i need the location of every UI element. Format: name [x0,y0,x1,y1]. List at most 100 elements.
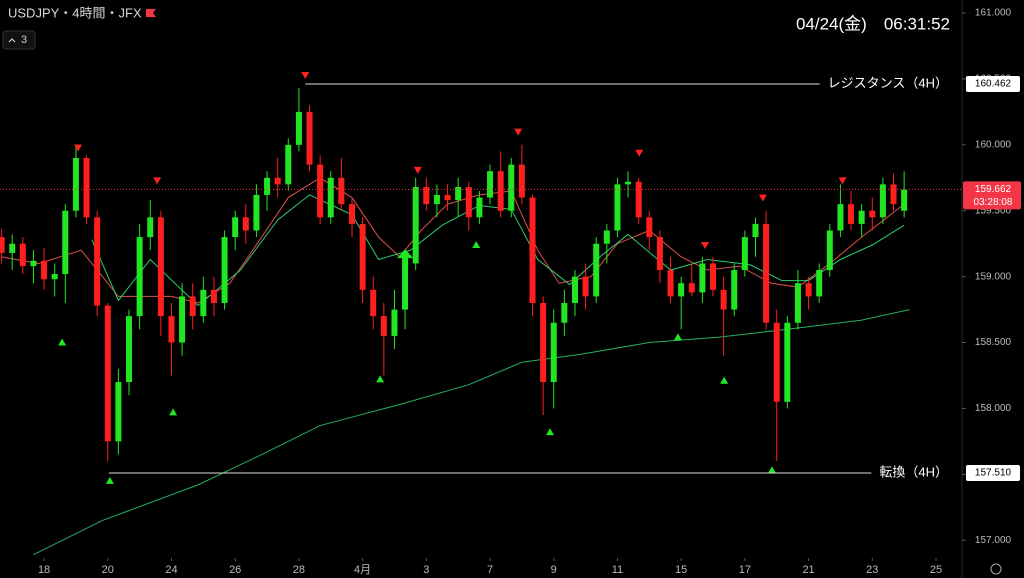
candle-body [858,210,865,224]
candle-body [688,283,695,293]
candle-body [816,270,823,297]
candle-body [41,260,48,280]
x-tick-label: 28 [293,564,305,576]
candle-body [444,194,451,201]
signal-marker [673,333,682,341]
countdown-label: 03:28:08 [974,197,1013,208]
signal-marker [472,240,481,248]
candle-body [540,302,547,383]
x-tick-label: 17 [739,564,751,576]
signal-marker [58,338,67,346]
candle-body [370,289,377,317]
candle-body [667,270,674,297]
candle-body [30,260,37,267]
y-tick-label: 159.500 [975,205,1012,216]
candle-body [433,194,440,205]
candle-body [794,283,801,323]
signal-marker [758,194,767,202]
candle-body [253,194,260,231]
candle-body [157,217,164,317]
candle-body [327,177,334,218]
candle-body [656,237,663,271]
candle-body [338,177,345,205]
candle-body [402,263,409,310]
candle-body [83,158,90,218]
x-tick-label: 7 [487,564,493,576]
signal-marker [169,408,178,416]
candle-body [752,223,759,238]
candle-body [731,270,738,310]
x-tick-label: 4月 [354,564,371,576]
candle-body [487,171,494,198]
signal-marker [514,128,523,136]
candle-body [890,184,897,205]
candle-body [359,223,366,290]
signal-marker [546,428,555,436]
signal-marker [153,177,162,185]
y-tick-label: 158.500 [975,337,1012,348]
candle-body [518,164,525,198]
candle-body [678,283,685,297]
level-price-label: 160.462 [975,79,1012,90]
level-price-label: 157.510 [975,468,1012,479]
candle-body [274,177,281,185]
level-price-box [966,464,1020,481]
candle-body [699,263,706,293]
candle-body [94,217,101,306]
candle-body [104,305,111,442]
candle-body [0,237,5,253]
candle-body [242,217,249,231]
candle-body [72,158,79,211]
candle-body [561,302,568,323]
candle-body [51,273,58,280]
flag-icon[interactable] [146,9,156,17]
candle-body [508,164,515,211]
x-tick-label: 21 [802,564,814,576]
candle-body [710,263,717,290]
candle-body [200,289,207,317]
candle-body [603,230,610,244]
candle-body [232,217,239,238]
candle-body [264,177,271,195]
candle-body [635,181,642,218]
x-tick-label: 26 [229,564,241,576]
datetime: 04/24(金) 06:31:52 [796,14,950,33]
candle-body [380,316,387,336]
candle-body [62,210,69,274]
candle-body [455,187,462,201]
candle-body [423,187,430,205]
candle-body [9,243,16,253]
signal-marker [767,466,776,474]
candle-body [19,243,26,267]
candle-body [497,171,504,211]
candle-body [295,111,302,145]
signal-marker [838,177,847,185]
candle-body [476,197,483,218]
candle-body [115,382,122,442]
candle-body [348,204,355,224]
candle-body [582,276,589,297]
candle-body [879,184,886,218]
candle-body [210,289,217,303]
indicator-count: 3 [21,34,27,46]
candle-body [550,322,557,383]
candle-body [221,237,228,303]
candle-body [614,184,621,231]
candle-body [763,223,770,323]
y-tick-label: 161.000 [975,8,1012,19]
candle-body [147,217,154,238]
signal-marker [413,166,422,174]
signal-marker [105,476,114,484]
settings-icon[interactable] [990,563,1002,575]
signal-marker [397,249,414,266]
indicator-toggle[interactable] [2,30,36,50]
x-tick-label: 25 [930,564,942,576]
candle-body [625,181,632,185]
candle-body [848,204,855,224]
x-tick-label: 11 [612,564,623,576]
candle-body [126,316,133,383]
candle-body [741,237,748,271]
x-tick-label: 18 [38,564,50,576]
candle-body [805,283,812,297]
signal-marker [720,376,729,384]
